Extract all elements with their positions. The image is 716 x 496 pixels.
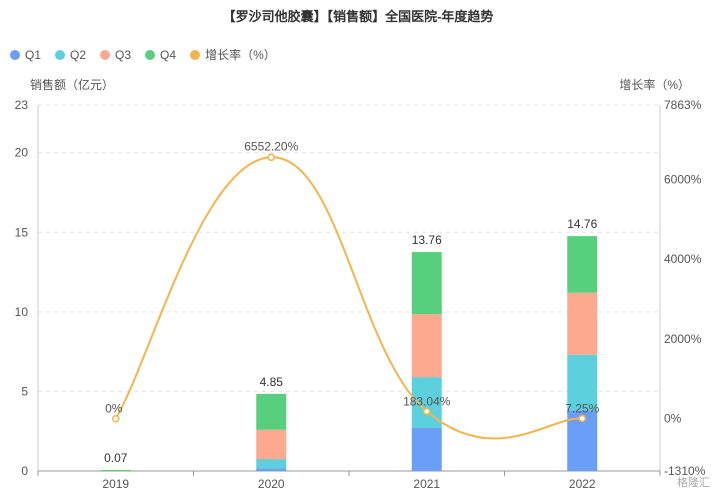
y-tick-label-right: 6000% (664, 172, 702, 186)
legend-item-q4[interactable]: Q4 (145, 46, 176, 63)
growth-line (114, 156, 583, 440)
bar-q3-2021 (411, 314, 442, 378)
legend-swatch-growth (190, 49, 201, 60)
y-tick-label-right: 0% (664, 412, 682, 426)
watermark-logo: 格隆汇 (677, 477, 710, 489)
legend-label-q1: Q1 (25, 47, 42, 62)
y-axis-title-left: 销售额（亿元） (30, 78, 115, 92)
y-tick-label-left: 10 (15, 305, 29, 319)
x-tick-label: 2020 (258, 477, 285, 491)
legend-swatch-q4 (145, 49, 156, 60)
bar-q1-2020 (256, 468, 287, 471)
bar-q2-2022 (567, 354, 598, 411)
bar-total-label: 13.76 (412, 233, 442, 247)
growth-label: 7.25% (565, 401, 599, 415)
bar-q2-2020 (256, 459, 287, 469)
bar-total-label: 0.07 (104, 451, 128, 465)
chart-title: 【罗沙司他胶囊】【销售额】全国医院-年度趋势 (222, 9, 494, 24)
bar-q4-2022 (567, 236, 598, 293)
legend-item-q3[interactable]: Q3 (100, 46, 131, 63)
y-tick-label-right: 4000% (664, 252, 702, 266)
bar-q3-2022 (567, 292, 598, 355)
growth-point-2020 (267, 153, 275, 162)
x-tick-label: 2021 (413, 477, 440, 491)
bar-total-label: 14.76 (567, 217, 597, 231)
bar-q3-2020 (256, 429, 287, 460)
legend-item-q1[interactable]: Q1 (10, 46, 41, 63)
legend: Q1 Q2 Q3 Q4 增长率（%） (10, 46, 276, 63)
legend-swatch-q3 (100, 49, 111, 60)
legend-item-q2[interactable]: Q2 (55, 46, 86, 63)
growth-point-2019 (112, 414, 120, 423)
x-tick-label: 2019 (102, 477, 129, 491)
y-tick-label-right: 2000% (664, 332, 702, 346)
bar-total-label: 4.85 (260, 375, 284, 389)
y-tick-label-left: 20 (15, 146, 29, 160)
y-tick-label-right: -1310% (664, 464, 706, 478)
growth-label: 183.04% (403, 394, 451, 408)
bar-q4-2021 (411, 252, 442, 315)
legend-label-growth: 增长率（%） (205, 48, 276, 62)
growth-point-2022 (578, 414, 586, 423)
y-tick-label-left: 5 (21, 384, 28, 398)
y-tick-label-left: 0 (21, 464, 28, 478)
growth-label: 0% (105, 402, 123, 416)
bar-q1-2021 (411, 428, 442, 471)
legend-label-q2: Q2 (70, 47, 87, 62)
y-tick-label-left: 23 (15, 98, 29, 112)
growth-label: 6552.20% (244, 139, 298, 153)
y-tick-label-left: 15 (15, 225, 29, 239)
legend-label-q3: Q3 (115, 47, 132, 62)
legend-item-growth[interactable]: 增长率（%） (190, 46, 276, 63)
bar-q4-2019 (100, 469, 131, 471)
x-tick-label: 2022 (569, 477, 596, 491)
bar-q4-2020 (256, 393, 287, 430)
y-axis-title-right: 增长率（%） (619, 78, 690, 92)
legend-label-q4: Q4 (160, 47, 177, 62)
legend-swatch-q2 (55, 49, 66, 60)
growth-point-2021 (423, 407, 431, 416)
legend-swatch-q1 (10, 49, 20, 60)
y-tick-label-right: 7863% (664, 98, 702, 112)
